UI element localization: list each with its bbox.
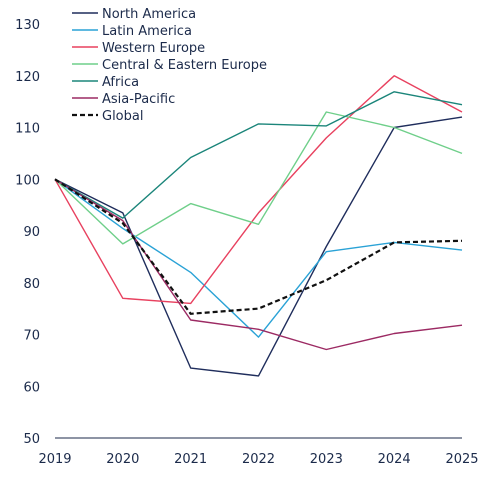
- y-tick-label: 80: [23, 277, 40, 292]
- y-tick-label: 70: [23, 329, 40, 344]
- legend-label-global: Global: [102, 109, 143, 124]
- y-tick-label: 110: [15, 122, 40, 137]
- x-axis: 2019 2020 2021 2022 2023 2024 2025: [38, 452, 478, 467]
- series-line-western-europe: [54, 75, 463, 305]
- legend-label-western-europe: Western Europe: [102, 41, 205, 56]
- legend-label-asia-pacific: Asia-Pacific: [102, 92, 175, 107]
- legend-label-latin-america: Latin America: [102, 24, 192, 39]
- series-line-latin-america: [54, 178, 463, 338]
- x-tick-label: 2023: [310, 452, 343, 467]
- legend-label-north-america: North America: [102, 7, 196, 22]
- x-tick-label: 2025: [445, 452, 478, 467]
- x-tick-label: 2019: [38, 452, 71, 467]
- y-tick-label: 120: [15, 70, 40, 85]
- series-layer: [54, 75, 463, 377]
- x-tick-label: 2021: [174, 452, 207, 467]
- x-tick-label: 2020: [106, 452, 139, 467]
- y-tick-label: 90: [23, 225, 40, 240]
- y-axis: 50 60 70 80 90 100 110 120 130: [15, 18, 40, 447]
- series-line-global: [54, 178, 463, 315]
- legend-label-central-eastern-europe: Central & Eastern Europe: [102, 58, 267, 73]
- legend: North America Latin America Western Europe…: [72, 7, 267, 124]
- x-tick-label: 2024: [378, 452, 411, 467]
- series-line-africa: [54, 91, 463, 219]
- legend-label-africa: Africa: [102, 75, 139, 90]
- series-line-central-eastern-europe: [54, 111, 463, 245]
- y-tick-label: 50: [23, 432, 40, 447]
- y-tick-label: 60: [23, 380, 40, 395]
- y-tick-label: 130: [15, 18, 40, 33]
- series-line-asia-pacific: [54, 178, 463, 351]
- y-tick-label: 100: [15, 173, 40, 188]
- x-tick-label: 2022: [242, 452, 275, 467]
